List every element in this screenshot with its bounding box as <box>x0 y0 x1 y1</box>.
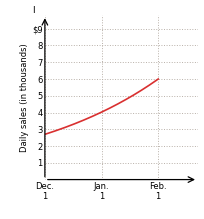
Text: I: I <box>32 6 35 15</box>
Y-axis label: Daily sales (in thousands): Daily sales (in thousands) <box>20 43 29 152</box>
